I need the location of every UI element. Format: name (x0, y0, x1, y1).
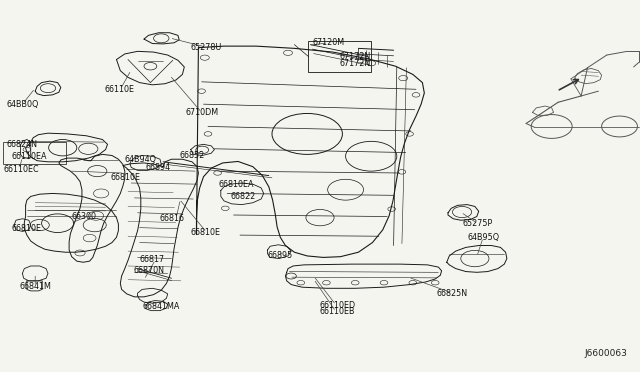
Text: 66822: 66822 (230, 192, 255, 201)
Text: 64BB0Q: 64BB0Q (6, 100, 39, 109)
Text: 67172N: 67172N (339, 52, 371, 61)
Text: 66841MA: 66841MA (142, 302, 179, 311)
Text: 66810E: 66810E (191, 228, 221, 237)
Text: 66825N: 66825N (436, 289, 468, 298)
Text: 64B94Q: 64B94Q (125, 155, 157, 164)
Text: 67172N: 67172N (339, 60, 371, 68)
Text: 66810EA: 66810EA (219, 180, 254, 189)
Text: 6710DM: 6710DM (186, 108, 219, 117)
Text: 66810E: 66810E (12, 224, 42, 233)
Text: 66816: 66816 (160, 214, 185, 223)
Text: 65275P: 65275P (462, 219, 492, 228)
Text: 66895: 66895 (268, 251, 292, 260)
Text: 66110E: 66110E (104, 85, 134, 94)
Bar (308, 41, 371, 72)
Text: 66110EA: 66110EA (12, 153, 47, 161)
Text: 66110EC: 66110EC (3, 165, 39, 174)
Text: 66300: 66300 (72, 212, 97, 221)
Text: 66852: 66852 (179, 151, 204, 160)
Text: 65278U: 65278U (191, 43, 222, 52)
Text: 66894: 66894 (146, 163, 171, 172)
Text: 66110EB: 66110EB (320, 307, 355, 316)
Text: 66841M: 66841M (19, 282, 51, 291)
Text: 66810E: 66810E (110, 173, 140, 182)
Text: 66110ED: 66110ED (320, 301, 356, 310)
Text: 66817: 66817 (140, 255, 164, 264)
Text: 66870N: 66870N (133, 266, 164, 275)
Text: 66824N: 66824N (6, 140, 37, 149)
Text: J6600063: J6600063 (584, 349, 627, 358)
Bar (3, 142, 66, 164)
Text: 64B95Q: 64B95Q (467, 233, 499, 242)
Text: 67120M: 67120M (312, 38, 344, 47)
